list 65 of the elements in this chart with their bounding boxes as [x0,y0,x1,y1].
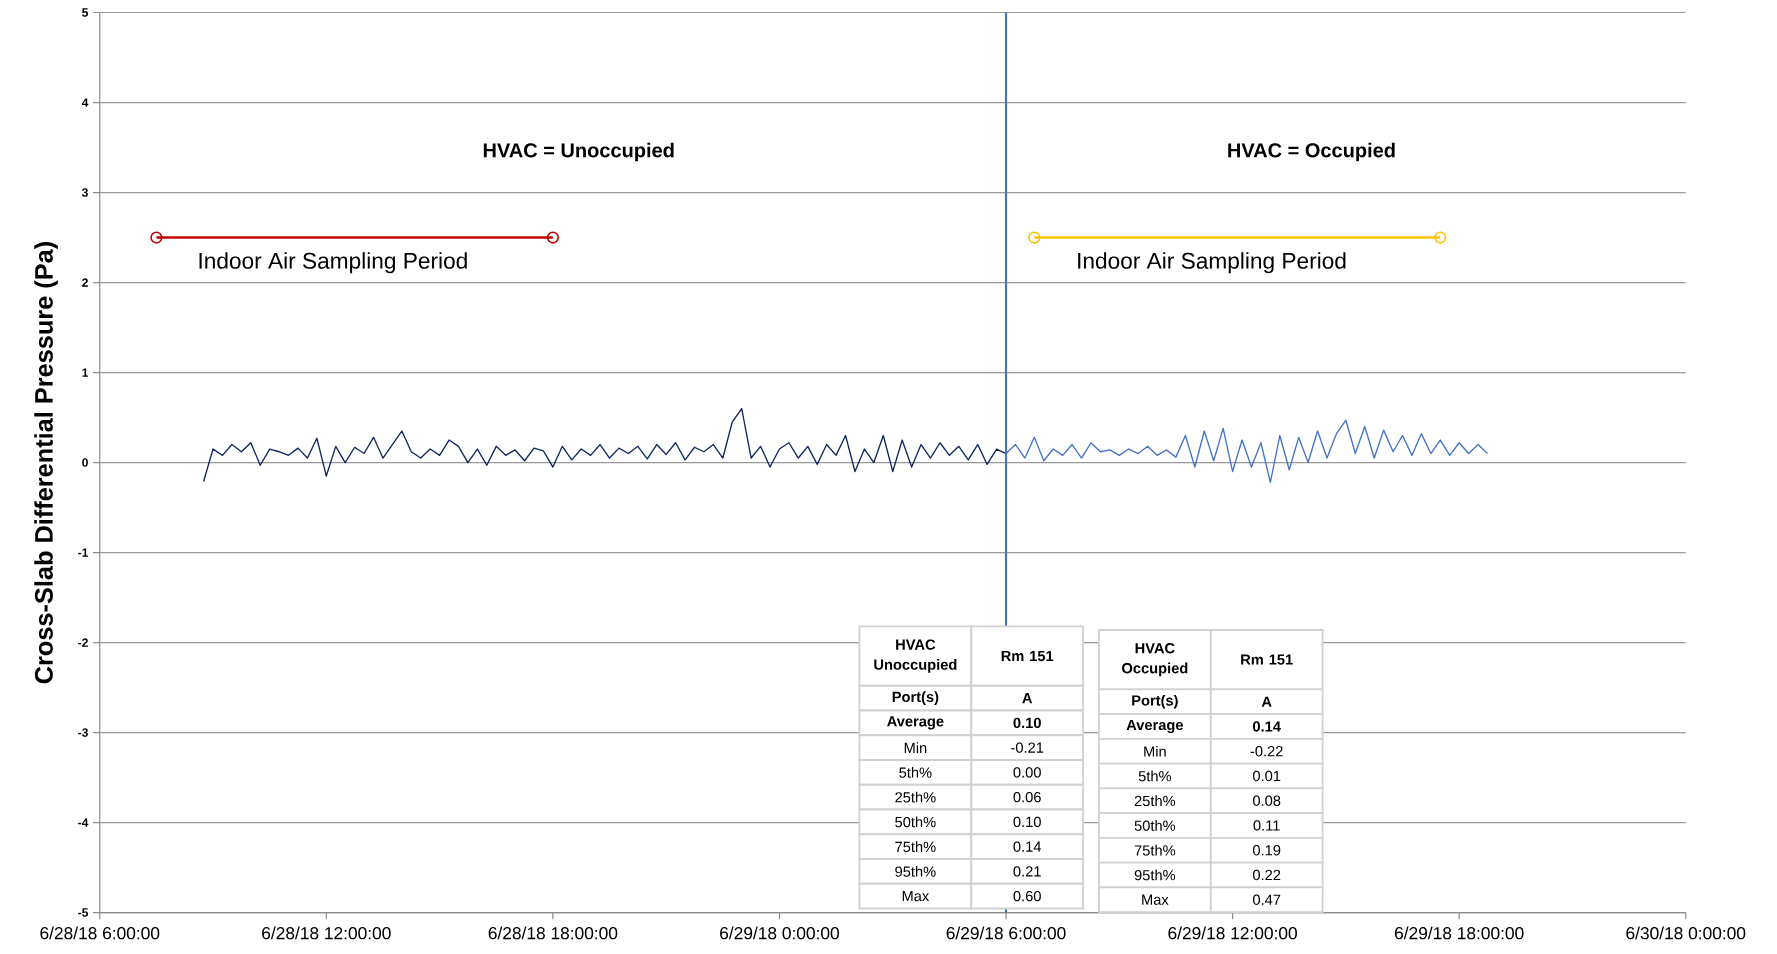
annotation: Indoor Air Sampling Period [1078,252,1346,274]
x-tick-label: 6/30/18 0:00:00 [1626,926,1746,940]
y-tick-label: 1 [82,368,89,377]
annotation: Port(s) [892,691,939,706]
x-tick-label: 6/29/18 6:00:00 [946,926,1066,940]
line-series [202,408,1007,483]
y-tick-label: 2 [82,278,88,287]
annotation: 0.47 [1252,894,1281,906]
y-tick-label: -4 [78,818,89,827]
annotation: 50th% [1134,820,1176,832]
annotation: 50th% [895,816,936,828]
annotation: -0.22 [1250,746,1283,757]
y-tick-label: -2 [78,638,88,647]
y-tick-label: 0 [82,458,88,467]
y-tick-label: 3 [81,188,88,197]
y-tick-label: 5 [82,8,89,17]
annotation: 0.01 [1252,770,1281,782]
annotation: Rm 151 [1241,654,1293,665]
annotation: 0.19 [1252,845,1281,856]
annotation: HVAC Occupied [1122,643,1188,677]
annotation: 0.11 [1253,820,1280,831]
annotation: 0.14 [1013,841,1042,853]
y-tick-label: -1 [78,548,89,557]
x-tick-label: 6/28/18 6:00:00 [40,926,160,940]
annotation: 75th% [1134,845,1176,856]
annotation: 0.10 [1013,816,1041,828]
annotation: Indoor Air Sampling Period [199,252,467,274]
annotation: HVAC = Unoccupied [483,142,674,162]
annotation: 25th% [1134,795,1176,807]
annotation: Port(s) [1132,695,1178,709]
annotation: 0.10 [1013,717,1041,729]
annotation: HVAC = Occupied [1228,142,1395,162]
annotation: Max [1142,894,1169,906]
annotation: Rm 151 [1001,651,1054,662]
x-tick-label: 6/28/18 12:00:00 [262,926,391,940]
x-tick-label: 6/29/18 18:00:00 [1394,926,1524,940]
annotation: 5th% [1138,770,1172,782]
annotation: 5th% [899,767,932,778]
annotation: Average [887,716,944,730]
annotation: -0.21 [1011,742,1044,754]
x-tick-label: 6/29/18 0:00:00 [720,926,839,940]
annotation: 0.14 [1253,721,1281,732]
annotation: 0.60 [1013,891,1041,902]
x-tick-label: 6/29/18 12:00:00 [1168,926,1297,940]
y-tick-label: -5 [78,908,89,917]
annotation: Min [904,742,927,754]
annotation: A [1261,696,1272,707]
annotation: 0.21 [1013,866,1041,877]
annotation: Max [902,891,930,902]
annotation: Min [1144,746,1166,757]
annotation: A [1022,693,1033,704]
annotation: 75th% [895,841,936,853]
annotation: Average [1126,720,1184,734]
x-tick-label: 6/28/18 18:00:00 [488,926,618,940]
annotation: 0.22 [1252,869,1281,881]
annotation: 0.06 [1013,792,1041,803]
annotation: HVAC Unoccupied [874,639,957,673]
annotation: 0.08 [1252,795,1281,807]
annotation: 0.00 [1013,767,1041,778]
annotation: 25th% [895,791,936,803]
annotation: 95th% [895,866,936,877]
y-tick-label: -3 [78,728,88,737]
annotation: 95th% [1134,869,1176,881]
y-tick-label: 4 [81,98,89,107]
y-axis-title: Cross-Slab Differential Pressure (Pa) [34,242,58,684]
